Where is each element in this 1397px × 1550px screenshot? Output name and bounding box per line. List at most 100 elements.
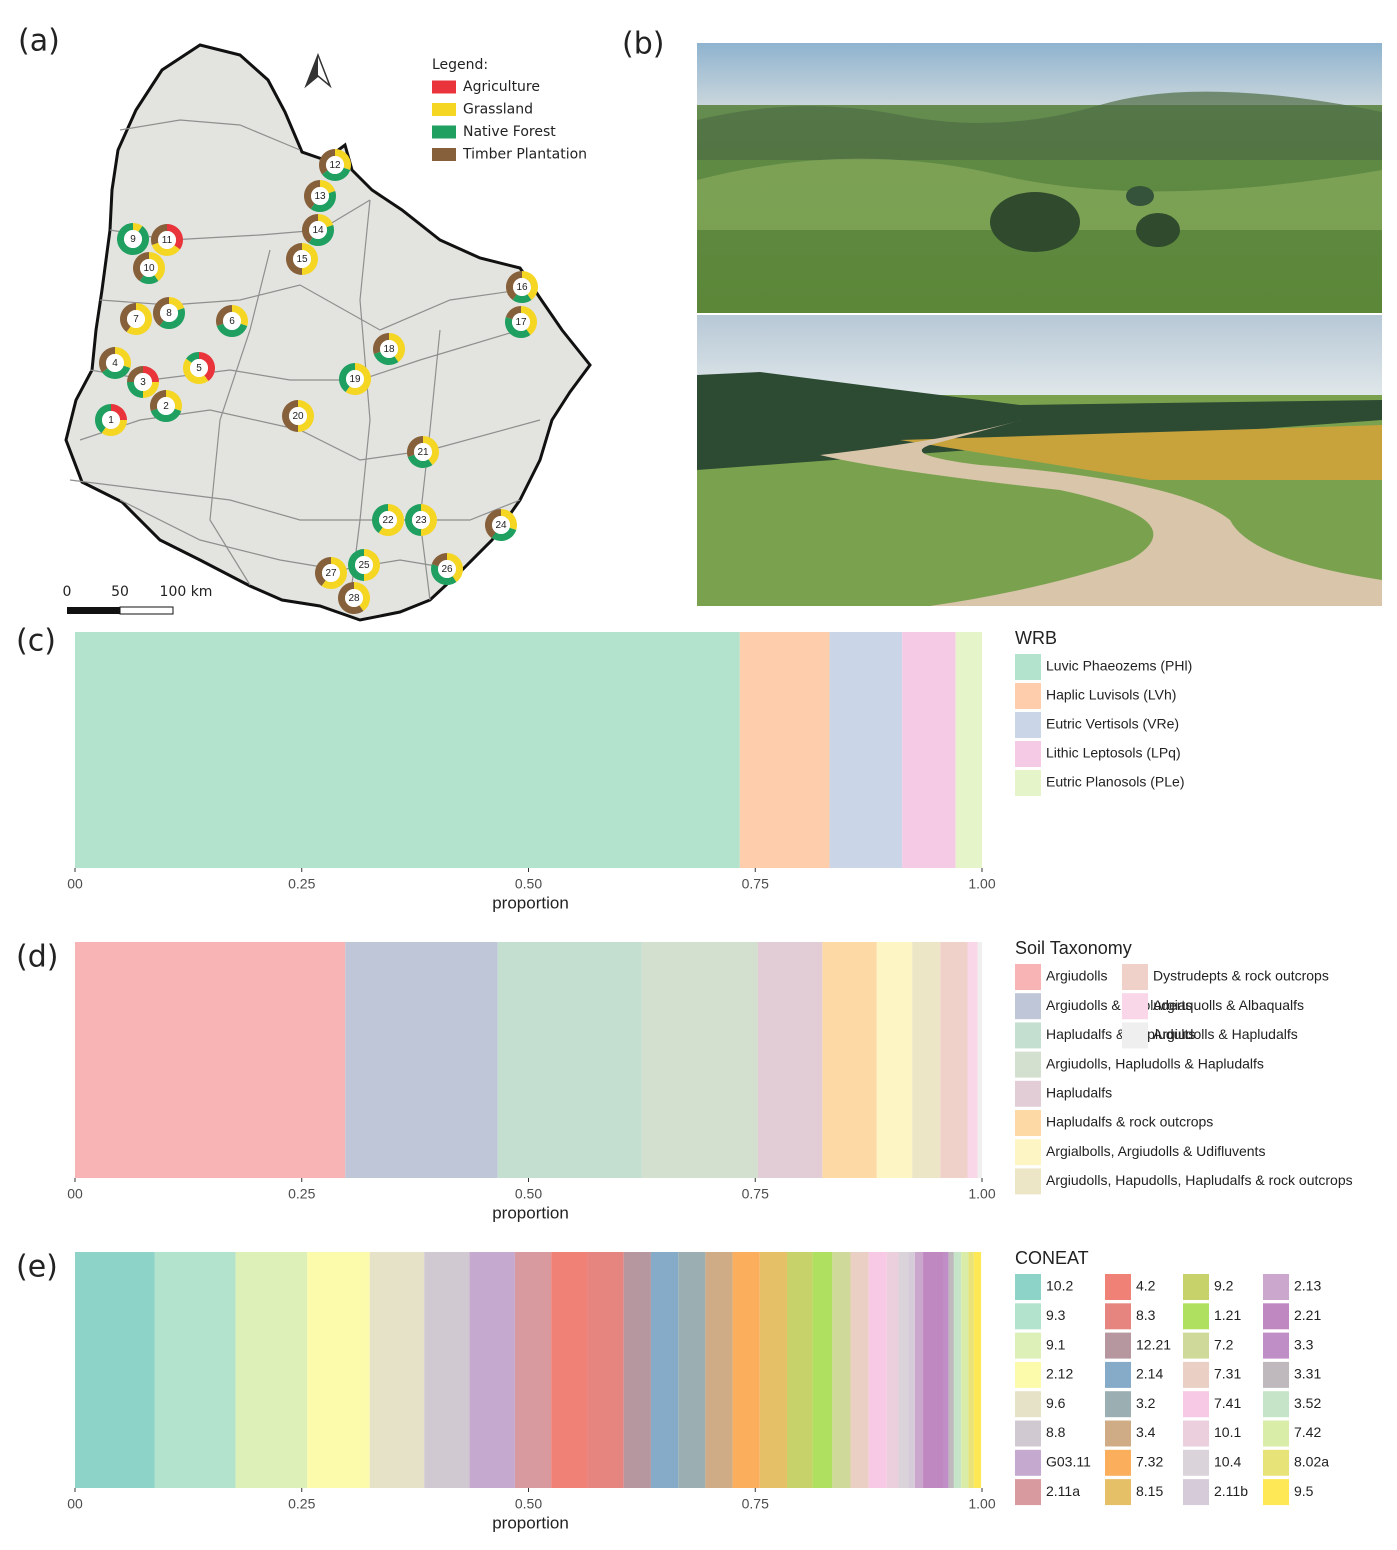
legend-label: Argiudolls, Hapudolls, Hapludalfs & rock… [1046,1172,1353,1188]
scale-label: 0 [63,584,72,600]
donut-segment [216,323,248,337]
donut-hole [438,560,456,578]
donut-segment [132,252,149,281]
legend-label: 2.12 [1046,1366,1073,1382]
x-tick-label: 0.75 [742,1186,769,1202]
panel-label: (c) [16,624,56,659]
donut-hole [293,250,311,268]
legend-swatch [1183,1303,1209,1330]
donut-segment [354,582,370,611]
panel-label: (a) [18,24,60,59]
legend-label: Hapludalfs & Hapludults [1046,1026,1195,1042]
photo-top [697,43,1382,313]
donut-segment [119,303,136,332]
donut-segment [215,305,232,326]
x-tick-label: 0.75 [742,876,769,892]
donut-segment [298,400,314,432]
legend-swatch [1015,993,1041,1020]
legend-swatch [1263,1303,1289,1330]
legend-swatch [1105,1420,1131,1447]
legend-swatch [1183,1449,1209,1476]
legend-label: 7.2 [1214,1336,1234,1352]
scale-label: 100 km [160,584,213,600]
bar-segment [587,1252,624,1488]
legend-label: 8.8 [1046,1424,1066,1440]
legend-swatch [1183,1274,1209,1300]
bar-segment [497,942,642,1178]
donut-segment [407,454,433,469]
donut-hole [160,304,178,322]
bar-segment [822,942,877,1178]
donut-segment [166,390,182,411]
bar-segment [759,1252,787,1488]
bar-segment [551,1252,588,1488]
map-legend-label: Native Forest [463,124,556,140]
legend-label: 10.1 [1214,1424,1241,1440]
x-tick-label: 00 [67,1496,83,1512]
north-arrow [306,55,318,86]
site-label: 20 [292,411,304,422]
legend-title: Soil Taxonomy [1015,938,1132,958]
legend-swatch [1183,1420,1209,1447]
donut-segment [182,358,209,385]
bar-segment [424,1252,470,1488]
legend-label: Argialbolls, Argiudolls & Udifluvents [1046,1143,1265,1159]
donut-segment [512,294,532,303]
donut-segment [321,557,347,590]
bar-segment [623,1252,651,1488]
donut-segment [111,404,127,420]
map-legend-swatch [432,103,456,116]
bar-segment [732,1252,760,1488]
donut-hole [134,373,152,391]
x-tick-label: 00 [67,876,83,892]
legend-label: 3.52 [1294,1395,1321,1411]
donut-hole [106,354,124,372]
legend-label: Argiudolls & Hapludalfs [1153,1026,1298,1042]
legend-label: 3.4 [1136,1424,1156,1440]
site-label: 25 [358,560,370,571]
donut-segment [322,167,351,182]
legend-label: Luvic Phaeozems (PHl) [1046,658,1192,674]
site-label: 12 [329,160,341,171]
site-label: 26 [441,564,453,575]
legend-label: Haplic Luvisols (LVh) [1046,687,1176,703]
legend-label: Eutric Vertisols (VRe) [1046,716,1179,732]
legend-swatch [1015,1022,1041,1049]
bar-segment [902,632,956,868]
bar-segment [977,942,982,1178]
donut-segment [378,504,404,537]
donut-segment [102,365,131,380]
site-label: 9 [130,234,136,245]
legend-swatch [1105,1361,1131,1388]
x-tick-label: 0.25 [288,1496,315,1512]
map-legend-label: Timber Plantation [462,147,587,163]
donut-segment [431,553,447,567]
donut-hole [190,359,208,377]
donut-segment [115,347,131,368]
legend-swatch [1183,1391,1209,1418]
bar-segment [912,942,941,1178]
legend-swatch [1183,1361,1209,1388]
donut-segment [406,436,423,457]
legend-swatch [1015,964,1041,990]
donut-hole [346,370,364,388]
legend-label: 7.42 [1294,1424,1321,1440]
site-label: 24 [495,520,507,531]
legend-label: 9.3 [1046,1307,1066,1323]
x-tick-label: 0.25 [288,876,315,892]
legend-swatch [1122,964,1148,990]
x-tick-label: 0.25 [288,1186,315,1202]
bar-segment [757,942,823,1178]
legend-label: Eutric Planosols (PLe) [1046,774,1185,790]
legend-title: WRB [1015,628,1057,648]
bar-segment [235,1252,308,1488]
donut-segment [506,271,522,300]
donut-segment [117,223,150,256]
legend-label: Argiudolls & Hapluderts [1046,997,1192,1013]
photo-road [820,420,1382,606]
site-label: 8 [166,308,172,319]
x-tick-label: 0.50 [515,1186,542,1202]
legend-label: 8.15 [1136,1483,1163,1499]
map-legend-label: Agriculture [463,79,540,95]
photo-forest [697,372,1382,470]
